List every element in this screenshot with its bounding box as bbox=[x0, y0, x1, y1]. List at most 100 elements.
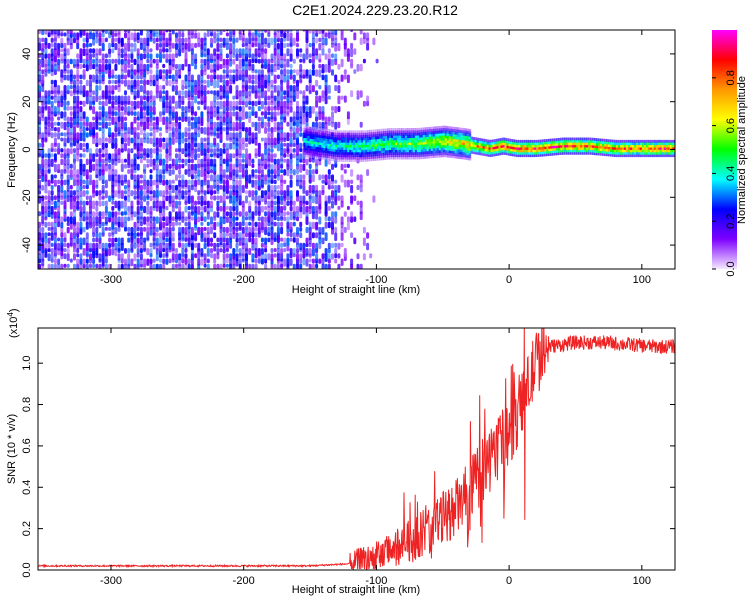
signal-track-cell bbox=[608, 144, 611, 147]
signal-track-cell bbox=[655, 142, 659, 146]
signal-track-cell bbox=[428, 138, 432, 142]
signal-track-cell bbox=[454, 146, 458, 149]
signal-track-cell bbox=[337, 159, 340, 162]
signal-track-cell bbox=[466, 143, 470, 146]
signal-track-cell bbox=[558, 147, 561, 151]
signal-track-cell bbox=[420, 127, 424, 131]
signal-track-cell bbox=[502, 147, 506, 150]
signal-track-cell bbox=[402, 128, 406, 131]
signal-track-cell bbox=[309, 126, 312, 130]
signal-track-cell bbox=[379, 150, 382, 154]
signal-track-cell bbox=[325, 135, 328, 139]
signal-track-cell bbox=[452, 143, 456, 147]
signal-track-cell bbox=[383, 138, 386, 141]
signal-track-cell bbox=[432, 148, 436, 151]
signal-track-cell bbox=[446, 147, 450, 151]
signal-track-cell bbox=[365, 158, 368, 162]
signal-track-cell bbox=[436, 128, 440, 132]
signal-track-cell bbox=[600, 143, 603, 147]
signal-track-cell bbox=[341, 147, 344, 150]
signal-track-cell bbox=[452, 141, 456, 144]
signal-track-cell bbox=[444, 128, 448, 131]
signal-track-cell bbox=[506, 150, 510, 153]
signal-track-cell bbox=[460, 142, 464, 145]
signal-track-cell bbox=[548, 138, 551, 142]
signal-track-cell bbox=[434, 147, 438, 151]
signal-track-cell bbox=[486, 144, 490, 147]
signal-track-cell bbox=[361, 156, 364, 160]
signal-track-cell bbox=[562, 151, 565, 155]
signal-track-cell bbox=[558, 142, 561, 146]
signal-track-cell bbox=[647, 142, 651, 146]
signal-track-cell bbox=[353, 154, 356, 158]
signal-track-cell bbox=[349, 144, 352, 148]
signal-track-cell bbox=[615, 142, 619, 146]
signal-track-cell bbox=[313, 143, 316, 147]
signal-track-cell bbox=[482, 150, 486, 154]
signal-track-cell bbox=[414, 154, 418, 158]
signal-track-cell bbox=[488, 142, 492, 145]
signal-track-cell bbox=[436, 147, 440, 151]
signal-track-cell bbox=[578, 142, 581, 146]
signal-track-cell bbox=[371, 156, 374, 159]
signal-track-cell bbox=[379, 136, 382, 139]
heatmap-plot-area bbox=[38, 30, 675, 269]
signal-track-cell bbox=[391, 156, 394, 160]
signal-track-cell bbox=[663, 142, 667, 146]
signal-track-cell bbox=[526, 147, 529, 150]
signal-track-cell bbox=[560, 140, 563, 143]
signal-track-cell bbox=[331, 132, 334, 135]
signal-track-cell bbox=[594, 138, 597, 141]
signal-track-cell bbox=[393, 147, 396, 150]
signal-track-cell bbox=[580, 151, 583, 155]
signal-track-cell bbox=[446, 130, 450, 134]
snr-x-ticks: -300 -200 -100 0 100 bbox=[100, 328, 651, 587]
signal-track-cell bbox=[311, 138, 314, 142]
signal-track-cell bbox=[454, 131, 458, 135]
signal-track-cell bbox=[319, 130, 322, 134]
signal-track-cell bbox=[383, 154, 386, 158]
signal-track-cell bbox=[410, 156, 414, 160]
signal-track-cell bbox=[397, 132, 400, 136]
signal-track-cell bbox=[339, 151, 342, 155]
signal-track-cell bbox=[444, 147, 448, 151]
signal-track-cell bbox=[422, 134, 426, 138]
signal-track-cell bbox=[562, 149, 565, 153]
signal-track-cell bbox=[550, 138, 553, 142]
signal-track-cell bbox=[602, 150, 605, 154]
signal-track-cell bbox=[345, 130, 348, 134]
signal-track-cell bbox=[625, 142, 629, 146]
signal-track-cell bbox=[303, 128, 306, 131]
signal-track-cell bbox=[452, 138, 456, 142]
signal-track-cell bbox=[520, 154, 523, 158]
signal-track-cell bbox=[544, 143, 547, 147]
signal-track-cell bbox=[625, 147, 629, 150]
signal-track-cell bbox=[361, 130, 364, 134]
signal-track-cell bbox=[375, 146, 378, 149]
signal-track-cell bbox=[657, 147, 661, 150]
signal-track-cell bbox=[464, 137, 468, 141]
signal-track-cell bbox=[424, 146, 428, 150]
signal-track-cell bbox=[307, 140, 310, 144]
signal-track-cell bbox=[462, 135, 466, 138]
signal-track-cell bbox=[532, 149, 535, 153]
signal-track-cell bbox=[522, 147, 525, 150]
signal-track-cell bbox=[454, 127, 458, 130]
signal-track-cell bbox=[617, 149, 621, 153]
spectrogram-ylabel: Frequency (Hz) bbox=[6, 112, 18, 188]
signal-track-cell bbox=[361, 135, 364, 138]
signal-track-cell bbox=[422, 148, 426, 152]
signal-track-cell bbox=[335, 151, 338, 155]
signal-track-cell bbox=[470, 143, 474, 147]
signal-track-cell bbox=[349, 159, 352, 162]
signal-track-cell bbox=[307, 126, 310, 129]
signal-track-cell bbox=[645, 142, 649, 146]
signal-track-cell bbox=[353, 135, 356, 138]
signal-track-cell bbox=[468, 133, 472, 137]
signal-track-cell bbox=[343, 135, 346, 138]
signal-track-cell bbox=[558, 137, 561, 141]
signal-track-cell bbox=[416, 135, 420, 138]
signal-track-cell bbox=[371, 148, 374, 152]
signal-track-cell bbox=[313, 153, 316, 157]
signal-track-cell bbox=[488, 147, 492, 150]
